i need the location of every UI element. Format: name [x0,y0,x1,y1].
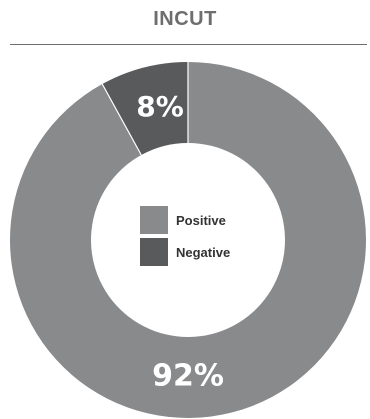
title-divider [10,44,367,45]
chart-title: INCUT [153,8,217,30]
legend-swatch-negative [140,238,168,266]
slice-positive [9,62,366,418]
value-label-positive: 92% [152,359,224,394]
legend-item-negative: Negative [140,238,230,266]
slice-separator-negative [101,83,142,156]
legend-swatch-positive [140,206,168,234]
chart-legend: Positive Negative [140,206,230,270]
legend-label-negative: Negative [176,244,231,260]
value-label-negative: 8% [136,90,184,123]
slice-negative [102,62,188,155]
legend-label-positive: Positive [176,212,226,228]
legend-item-positive: Positive [140,206,230,234]
